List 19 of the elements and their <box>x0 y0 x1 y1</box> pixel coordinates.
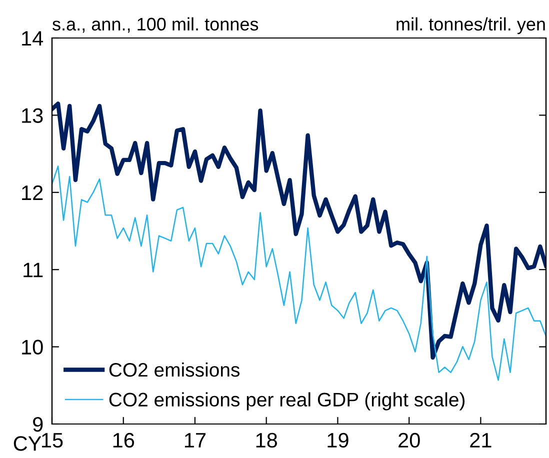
y-axis-title: mil. tonnes/tril. yen <box>396 17 545 34</box>
legend-label: CO2 emissions per real GDP (right scale) <box>109 392 465 410</box>
x-axis-title: CY <box>14 436 42 451</box>
y-axis-title: s.a., ann., 100 mil. tonnes <box>52 17 258 33</box>
x-tick-label: 16 <box>113 432 134 448</box>
y-tick-label: 9 <box>33 417 43 432</box>
x-tick-label: 21 <box>470 432 492 448</box>
line-series <box>52 102 546 360</box>
x-tick-label: 20 <box>398 432 420 448</box>
x-tick-label: 18 <box>256 432 278 448</box>
legend-label: CO2 emissions <box>109 362 240 377</box>
y-tick-label: 14 <box>22 31 44 46</box>
y-tick-label: 13 <box>22 108 43 123</box>
y-tick-label: 10 <box>22 340 43 355</box>
x-tick-label: 17 <box>184 433 206 448</box>
y-tick-label: 12 <box>22 185 43 200</box>
x-tick-label: 15 <box>42 433 63 448</box>
y-tick-label: 11 <box>24 262 43 278</box>
x-tick-label: 19 <box>328 432 348 448</box>
